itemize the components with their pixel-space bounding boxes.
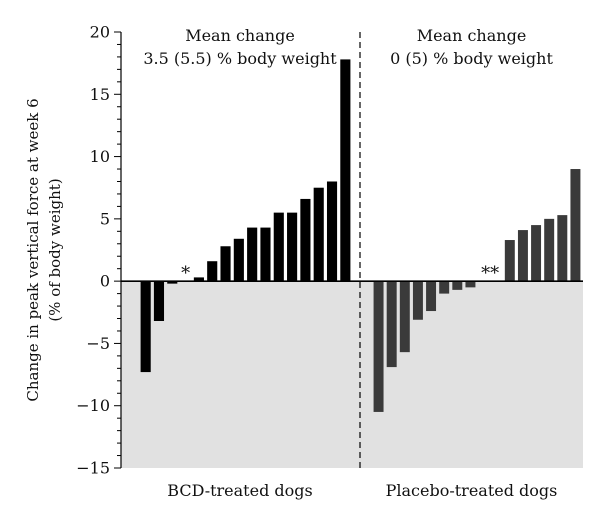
placebo-bar — [452, 281, 463, 290]
annotations-layer: * Mean change 3.5 (5.5) % body weight ** Mea… — [143, 26, 553, 284]
zero-change-marker: ** — [481, 263, 499, 284]
bars-layer — [140, 59, 581, 412]
y-axis-ticks: −15 −10 −5 0 5 10 15 20 — [76, 23, 121, 478]
bcd-bar — [326, 181, 338, 282]
y-tick-label: −10 — [76, 396, 110, 415]
y-axis-label-line-1: Change in peak vertical force at week 6 — [24, 98, 42, 401]
y-tick-label: 5 — [100, 209, 110, 228]
bcd-bar — [140, 281, 151, 373]
placebo-bar — [439, 281, 450, 294]
y-tick-label: −15 — [76, 459, 110, 478]
y-tick-label: 0 — [100, 272, 110, 291]
group-label: Placebo-treated dogs — [386, 481, 558, 500]
bcd-bar — [167, 281, 178, 284]
bcd-bar — [153, 281, 165, 321]
bcd-bar — [247, 227, 258, 282]
bcd-bar — [340, 59, 351, 282]
placebo-bar — [531, 225, 542, 282]
placebo-bar — [557, 215, 568, 282]
placebo-bar — [399, 281, 410, 353]
placebo-bar — [426, 281, 437, 312]
bcd-bar — [300, 198, 311, 282]
y-tick-label: 15 — [90, 85, 110, 104]
group-label: BCD-treated dogs — [167, 481, 312, 500]
mean-change-value: 3.5 (5.5) % body weight — [143, 49, 337, 68]
group-labels-layer: BCD-treated dogs Placebo-treated dogs — [167, 481, 557, 500]
y-axis-label-line-2: (% of body weight) — [46, 178, 64, 321]
bcd-bar — [207, 261, 218, 282]
bcd-bar — [273, 212, 284, 282]
placebo-bar — [504, 240, 515, 282]
bcd-bar — [233, 238, 244, 282]
placebo-bar — [373, 281, 384, 412]
negative-region — [121, 281, 583, 468]
placebo-bar — [544, 218, 555, 282]
mean-change-label: Mean change — [417, 26, 527, 45]
bcd-bar — [313, 187, 324, 282]
y-tick-label: −5 — [86, 334, 110, 353]
placebo-bar — [570, 169, 581, 282]
bcd-bar — [260, 227, 271, 282]
mean-change-label: Mean change — [185, 26, 295, 45]
placebo-bar — [465, 281, 476, 288]
placebo-bar — [386, 281, 397, 368]
placebo-bar — [517, 230, 528, 282]
y-tick-label: 20 — [90, 23, 110, 42]
bcd-bar — [220, 246, 231, 282]
placebo-bar — [412, 281, 423, 320]
zero-change-marker: * — [181, 263, 190, 284]
mean-change-value: 0 (5) % body weight — [390, 49, 553, 68]
y-tick-label: 10 — [90, 147, 110, 166]
bcd-bar — [193, 277, 204, 282]
bcd-bar — [287, 212, 298, 282]
